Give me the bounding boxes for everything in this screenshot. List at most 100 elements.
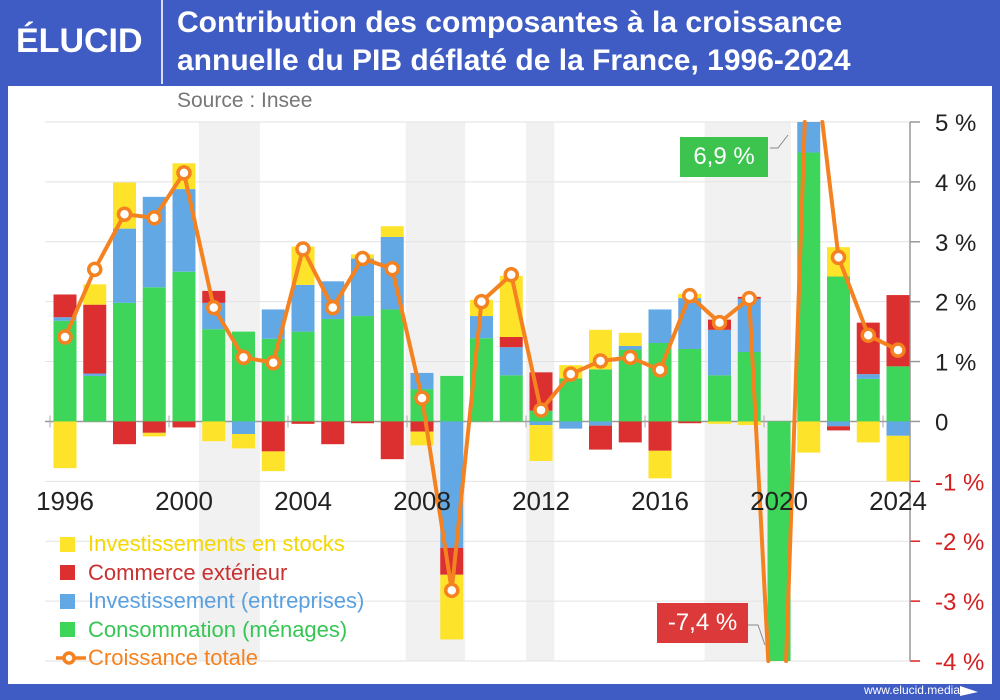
total-point-2013	[563, 366, 579, 382]
bar-consommation-2011	[499, 375, 523, 422]
bar-investissement-2024	[886, 421, 910, 436]
legend-item-croissance: Croissance totale	[56, 644, 364, 673]
bar-investissement-2010	[470, 316, 493, 339]
total-point-1996	[57, 329, 73, 345]
bar-commerce-2009	[440, 547, 464, 575]
bar-consommation-2003	[261, 338, 285, 422]
bar-commerce-2016	[648, 421, 672, 451]
y-tick-label: 5 %	[935, 110, 976, 137]
header-divider	[161, 0, 163, 84]
y-tick-label: 4 %	[935, 170, 976, 197]
bar-commerce-2015	[618, 421, 642, 443]
bar-commerce-2008	[410, 421, 434, 432]
total-growth-segment	[420, 396, 454, 593]
bar-commerce-1996	[53, 294, 77, 318]
title-line-1: Contribution des composantes à la croiss…	[177, 6, 843, 39]
bar-investissement-2022	[827, 421, 850, 427]
bar-investissement-2011	[499, 347, 523, 376]
bar-commerce-2011	[499, 337, 523, 348]
total-point-2001	[206, 299, 222, 316]
total-growth-segment	[92, 212, 127, 272]
legend-label-consommation: Consommation (ménages)	[88, 616, 348, 642]
bar-stocks-2019	[737, 421, 761, 426]
total-growth-segment	[539, 372, 573, 413]
bar-consommation-2016	[648, 342, 672, 422]
x-tick-label: 2004	[274, 486, 332, 516]
total-point-2010	[473, 293, 490, 310]
bar-stocks-2021	[797, 421, 821, 453]
total-growth-segment	[152, 170, 186, 220]
total-point-2008	[414, 390, 430, 406]
x-tick-label: 2000	[155, 486, 213, 516]
legend-line-marker-icon	[56, 651, 86, 665]
bar-commerce-2005	[321, 421, 345, 445]
legend-swatch-consommation	[60, 622, 75, 638]
bar-commerce-2022	[827, 426, 850, 431]
bar-consommation-2017	[678, 348, 702, 422]
total-growth-segment	[63, 267, 97, 340]
legend: Investissements en stocks Commerce extér…	[56, 530, 364, 673]
legend-swatch-commerce	[60, 565, 75, 581]
total-point-1999	[146, 210, 162, 226]
total-point-2016	[652, 362, 668, 378]
legend-item-commerce: Commerce extérieur	[60, 559, 364, 588]
bar-stocks-2024	[886, 435, 910, 482]
total-point-2011	[503, 266, 519, 283]
elucid-flag-icon	[960, 686, 978, 696]
bar-consommation-2024	[886, 366, 910, 422]
total-point-2022	[830, 249, 847, 266]
total-point-2007	[384, 260, 400, 277]
legend-item-investissement: Investissement (entreprises)	[60, 587, 364, 616]
bar-consommation-2023	[856, 378, 880, 422]
bar-stocks-2015	[618, 332, 642, 346]
bar-stocks-1999	[142, 432, 166, 437]
total-growth-segment	[390, 266, 424, 401]
chart-title: Contribution des composantes à la croiss…	[177, 4, 851, 80]
bar-consommation-2015	[618, 349, 642, 422]
bar-consommation-2014	[589, 369, 612, 422]
bar-consommation-2006	[351, 316, 374, 422]
legend-label-croissance: Croissance totale	[88, 645, 258, 671]
bar-investissement-2000	[172, 189, 196, 272]
bar-commerce-2001	[202, 290, 226, 303]
bar-stocks-2007	[380, 226, 404, 237]
bar-investissement-2015	[618, 345, 642, 350]
callout-max: 6,9 %	[680, 137, 768, 177]
bar-commerce-2004	[291, 421, 315, 424]
total-growth-segment	[271, 246, 305, 365]
bar-investissement-2013	[559, 421, 583, 429]
bar-investissement-2003	[261, 309, 285, 339]
footer-url: www.elucid.media	[863, 683, 960, 697]
bar-commerce-2003	[261, 421, 285, 452]
bar-stocks-2001	[202, 421, 226, 442]
bar-investissement-2012	[529, 421, 553, 426]
total-point-2012	[533, 402, 549, 418]
total-growth-segment	[211, 305, 246, 360]
bar-investissement-2016	[648, 309, 672, 343]
bar-consommation-1996	[53, 320, 77, 422]
bar-consommation-2013	[559, 378, 583, 422]
y-tick-label: 2 %	[935, 290, 976, 317]
callout-min: -7,4 %	[657, 603, 748, 643]
total-point-2023	[860, 327, 876, 343]
bar-investissement-2008	[410, 372, 434, 390]
y-tick-label: 1 %	[935, 350, 976, 377]
bar-consommation-2001	[202, 329, 226, 422]
bar-stocks-1996	[53, 421, 77, 469]
total-point-2006	[354, 250, 371, 267]
bar-stocks-2016	[648, 450, 672, 479]
header: ÉLUCID Contribution des composantes à la…	[0, 0, 1000, 86]
total-point-2009	[444, 582, 460, 599]
bar-investissement-2021	[797, 122, 821, 153]
legend-swatch-stocks	[60, 536, 75, 552]
total-point-2018	[711, 314, 728, 331]
bar-commerce-2017	[678, 421, 702, 424]
bar-investissement-1996	[53, 317, 77, 321]
total-point-1997	[87, 261, 103, 278]
total-growth-segment	[836, 255, 871, 338]
total-point-2015	[622, 349, 638, 366]
legend-item-consommation: Consommation (ménages)	[60, 616, 364, 645]
bar-consommation-1998	[113, 302, 136, 422]
bar-commerce-2014	[589, 425, 612, 450]
bar-investissement-2004	[291, 284, 315, 332]
